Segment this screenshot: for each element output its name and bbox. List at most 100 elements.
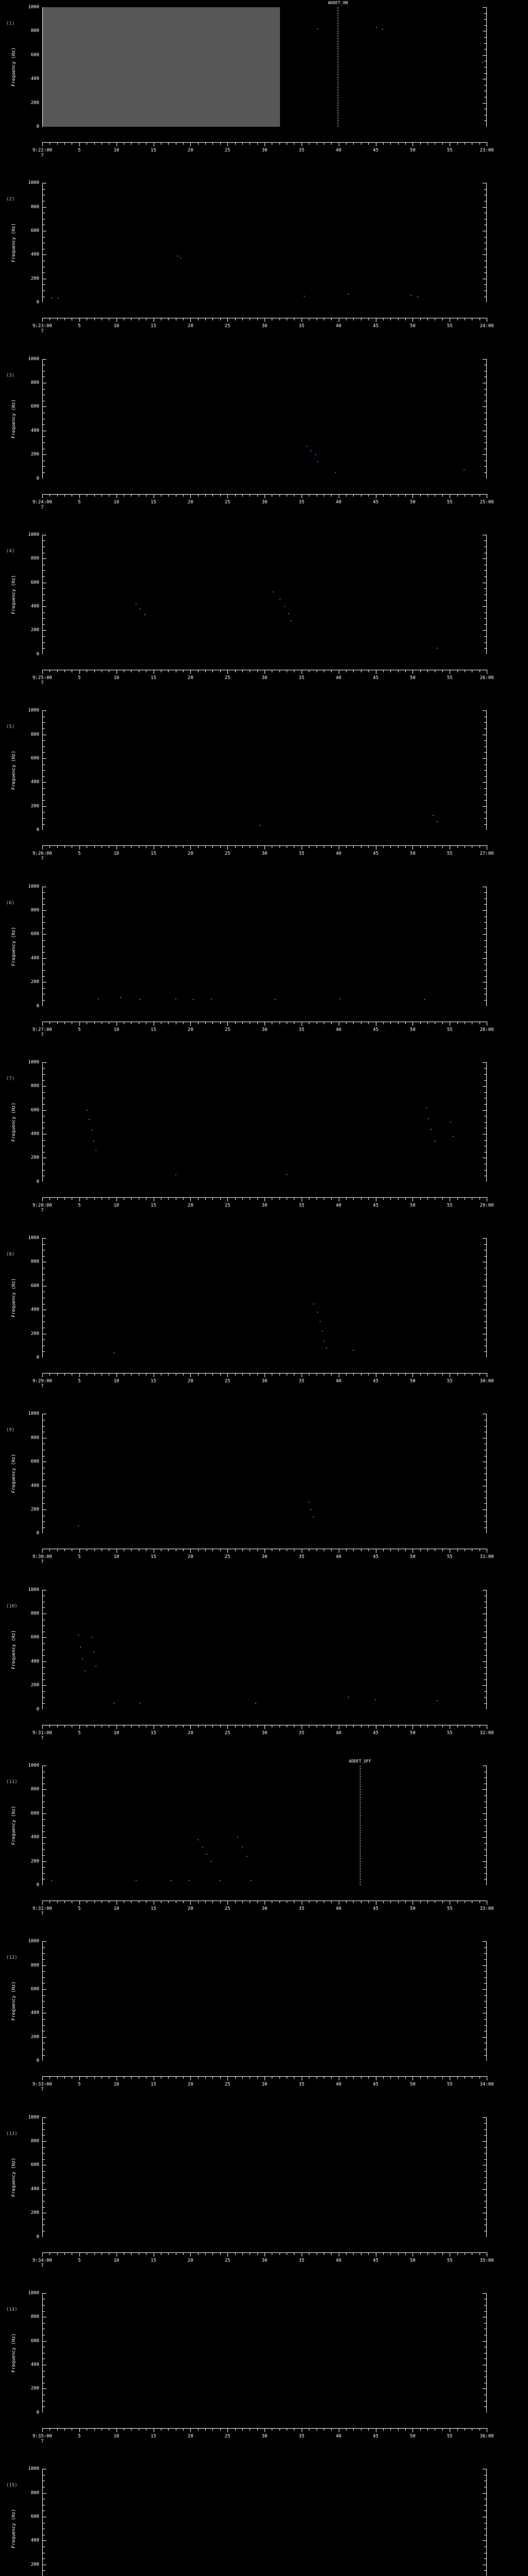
spectrogram-panel[interactable]: (5) Frequency (Hz) 1000 800 600 400 200 0 9:26:0…	[0, 703, 528, 879]
x-tick-label: 25	[224, 675, 230, 681]
plot-area[interactable]	[42, 1062, 487, 1182]
x-tick	[368, 1724, 369, 1727]
plot-area[interactable]	[42, 886, 487, 1006]
spectrogram-panel[interactable]: (12) Frequency (Hz) 1000 800 600 400 200 0 9:33:…	[0, 1934, 528, 2110]
spectrogram-panel[interactable]: (10) Frequency (Hz) 1000 800 600 400 200 0 9:31:…	[0, 1583, 528, 1758]
spectrogram-panel[interactable]: (6) Frequency (Hz) 1000 800 600 400 200 0 9:27:0…	[0, 879, 528, 1055]
x-tick-label: 30	[261, 2258, 268, 2263]
plot-area[interactable]	[42, 183, 487, 303]
x-tick	[390, 1021, 391, 1024]
x-tick-label: 10	[113, 2433, 120, 2439]
detection-point	[288, 613, 290, 614]
x-tick	[168, 1901, 169, 1903]
x-tick	[331, 1373, 332, 1376]
plot-area[interactable]	[42, 2469, 487, 2576]
plot-area[interactable]	[42, 1589, 487, 1709]
x-tick	[279, 494, 280, 497]
plot-area[interactable]	[42, 1941, 487, 2061]
x-tick	[368, 142, 369, 145]
detection-point	[140, 608, 141, 609]
y-tick	[43, 2177, 45, 2178]
x-tick	[220, 318, 221, 321]
y-axis-title: Frequency (Hz)	[11, 223, 16, 263]
x-tick-sublabel: 7	[41, 504, 44, 510]
x-tick-label: 55	[447, 1730, 453, 1736]
x-tick-label: 15	[151, 675, 156, 681]
plot-area[interactable]	[42, 2117, 487, 2237]
x-tick	[242, 1901, 243, 1903]
y-tick-right	[484, 970, 486, 971]
x-tick-label: 10	[113, 324, 120, 329]
y-tick-right	[483, 606, 486, 607]
y-tick	[43, 1777, 45, 1778]
plot-area[interactable]	[42, 359, 487, 479]
x-tick	[168, 1197, 169, 1200]
x-tick-sublabel: 7	[41, 1735, 44, 1741]
detection-point	[348, 294, 350, 295]
spectrogram-panel[interactable]: (1) Frequency (Hz) 1000 800 600 400 200 0 ADDET_…	[0, 0, 528, 176]
spectrogram-panel[interactable]: (14) Frequency (Hz) 1000 800 600 400 200 0 9:35:…	[0, 2286, 528, 2462]
y-axis-title: Frequency (Hz)	[11, 574, 16, 614]
x-tick	[212, 1197, 213, 1200]
y-tick-label: 200	[30, 100, 39, 106]
x-tick-label: 27:00	[480, 851, 494, 857]
y-tick	[43, 2475, 45, 2476]
spectrogram-panel[interactable]: (4) Frequency (Hz) 1000 800 600 400 200 0 9:25:0…	[0, 528, 528, 703]
y-tick-label: 1000	[28, 1059, 39, 1065]
y-tick-label: 1000	[28, 1587, 39, 1592]
spectrogram-panel[interactable]: (8) Frequency (Hz) 1000 800 600 400 200 0 9:29:0…	[0, 1231, 528, 1406]
plot-area[interactable]	[42, 710, 487, 831]
y-tick-label: 800	[30, 2138, 39, 2144]
y-tick	[43, 2558, 45, 2560]
y-tick-right	[484, 2207, 486, 2208]
y-tick-right	[484, 928, 486, 929]
plot-area[interactable]	[42, 534, 487, 654]
x-tick	[442, 318, 443, 321]
x-tick	[257, 1373, 258, 1376]
x-tick-label: 50	[409, 2082, 416, 2088]
y-tick	[43, 958, 46, 959]
x-tick	[427, 1549, 428, 1552]
y-tick	[43, 1170, 45, 1171]
y-tick	[43, 952, 45, 953]
spectrogram-panel[interactable]: (7) Frequency (Hz) 1000 800 600 400 200 0 9:28:0…	[0, 1055, 528, 1231]
x-tick-label: 28:00	[480, 1027, 494, 1032]
plot-area[interactable]	[42, 2293, 487, 2413]
spectrogram-panel[interactable]: (15)Frequency (Hz)100080060040020009:36:…	[0, 2462, 528, 2576]
x-tick	[368, 845, 369, 849]
y-axis-title: Frequency (Hz)	[11, 1278, 16, 1318]
x-tick	[353, 1373, 354, 1376]
x-tick	[168, 318, 169, 321]
detection-point	[51, 297, 53, 299]
spectrogram-panel[interactable]: (2) Frequency (Hz) 1000 800 600 400 200 0 9:23:0…	[0, 176, 528, 351]
detection-point	[353, 1350, 354, 1351]
y-tick	[43, 1703, 45, 1704]
y-tick-right	[483, 2117, 486, 2118]
plot-area[interactable]	[42, 1414, 487, 1534]
x-tick	[197, 494, 199, 497]
y-tick-right	[484, 1521, 486, 1522]
y-tick	[43, 1244, 45, 1245]
y-axis-title-wrap: Frequency (Hz)	[11, 1590, 23, 1709]
x-tick	[442, 669, 443, 672]
spectrogram-panel[interactable]: (11) Frequency (Hz) 1000 800 600 400 200 0 ADDET…	[0, 1758, 528, 1934]
plot-area[interactable]	[42, 7, 487, 127]
y-tick-right	[483, 406, 486, 408]
x-tick	[235, 1197, 236, 1200]
y-tick	[43, 710, 46, 711]
plot-area[interactable]	[42, 1238, 487, 1358]
detection-point	[175, 998, 176, 999]
x-tick-label: 55	[447, 2258, 453, 2263]
y-tick-right	[484, 722, 486, 723]
spectrogram-panel[interactable]: (9) Frequency (Hz) 1000 800 600 400 200 0 9:30:0…	[0, 1406, 528, 1582]
y-tick-label: 600	[30, 1987, 39, 1992]
y-tick-right	[484, 794, 486, 795]
spectrogram-panel[interactable]: (13) Frequency (Hz) 1000 800 600 400 200 0 9:34:…	[0, 2110, 528, 2286]
x-tick-label: 30	[261, 148, 268, 153]
x-tick	[457, 318, 458, 321]
spectrogram-panel[interactable]: (3) Frequency (Hz) 1000 800 600 400 200 0 9:24:0…	[0, 352, 528, 528]
x-tick	[398, 2076, 399, 2079]
plot-area[interactable]	[42, 1766, 487, 1885]
detection-point	[77, 1526, 79, 1527]
x-tick	[57, 2076, 58, 2079]
